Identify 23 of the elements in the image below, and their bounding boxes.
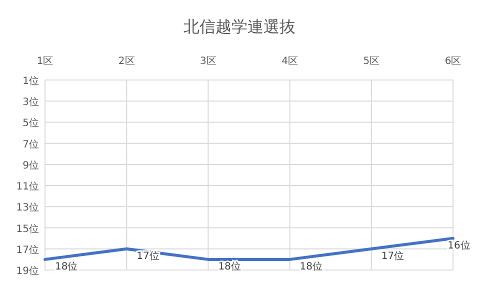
text: 17位 [136,250,160,262]
y-tick-label: 17位 [16,244,39,256]
x-tick-label: 1区 [36,56,54,67]
y-tick-label: 13位 [16,202,39,214]
text: 16位 [448,240,470,252]
y-tick-label: 11位 [16,180,39,193]
text: 17位 [381,250,404,262]
text: 18位 [55,261,78,272]
x-tick-label: 6区 [444,56,462,67]
y-tick-label: 15位 [16,222,39,235]
x-tick-label: 2区 [118,56,135,67]
x-tick-label: 4区 [282,56,298,67]
y-tick-label: 3位 [22,96,39,108]
y-tick-label: 19位 [16,265,39,277]
x-tick-label: 3区 [200,56,216,67]
y-tick-label: 1位 [22,75,39,87]
y-tick-label: 7位 [22,138,39,150]
y-tick-label: 5位 [22,117,39,130]
text: 18位 [300,261,323,272]
text: 18位 [218,261,241,272]
x-tick-label: 5区 [363,56,380,67]
chart-title: 北信越学連選抜 [184,17,296,36]
y-tick-label: 9位 [22,159,39,172]
